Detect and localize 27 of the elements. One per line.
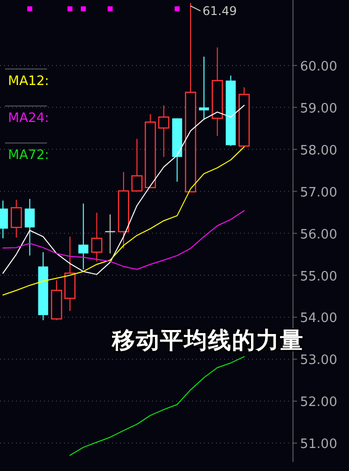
y-tick-label: 59.00 bbox=[300, 101, 338, 116]
y-tick-label: 54.00 bbox=[300, 311, 338, 326]
line-series bbox=[2, 146, 245, 296]
annotation: 61.49 bbox=[202, 4, 237, 18]
y-tick-label: 53.00 bbox=[300, 353, 338, 368]
candlestick bbox=[91, 212, 102, 262]
line-series bbox=[2, 104, 245, 275]
y-tick-label: 60.00 bbox=[300, 59, 338, 74]
candlestick bbox=[10, 199, 22, 238]
line-series bbox=[2, 210, 245, 270]
y-tick-label: 58.00 bbox=[300, 143, 338, 158]
candlestick bbox=[78, 203, 88, 270]
candlestick bbox=[131, 138, 143, 192]
text: MA72: bbox=[8, 148, 50, 163]
y-tick-label: 51.00 bbox=[300, 437, 338, 452]
line-series bbox=[69, 356, 245, 456]
candlestick bbox=[198, 56, 209, 120]
candlestick bbox=[104, 214, 116, 254]
candlestick bbox=[158, 104, 170, 158]
y-tick-label: 57.00 bbox=[300, 185, 338, 200]
candlestick bbox=[24, 198, 35, 256]
text: MA12: bbox=[8, 74, 50, 89]
y-tick-label: 56.00 bbox=[300, 227, 338, 242]
y-tick-label: 52.00 bbox=[300, 395, 338, 410]
text: 移动平均线的力量 bbox=[111, 328, 304, 354]
y-tick-label: 55.00 bbox=[300, 269, 338, 284]
text: MA24: bbox=[8, 111, 50, 126]
